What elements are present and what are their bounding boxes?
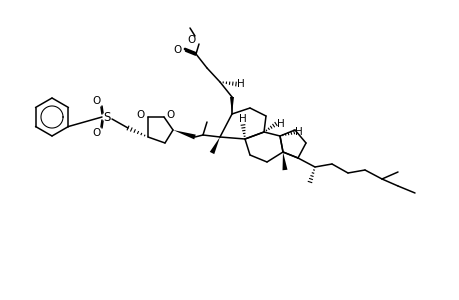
Polygon shape [282, 152, 287, 170]
Text: H: H [239, 114, 246, 124]
Text: O: O [187, 35, 196, 45]
Text: O: O [137, 110, 145, 120]
Text: O: O [174, 45, 182, 55]
Text: H: H [295, 127, 302, 137]
Polygon shape [230, 97, 234, 114]
Text: O: O [93, 96, 101, 106]
Text: H: H [236, 79, 244, 89]
Text: S: S [103, 110, 111, 124]
Text: O: O [167, 110, 175, 120]
Text: H: H [276, 119, 284, 129]
Polygon shape [209, 137, 219, 154]
Text: O: O [93, 128, 101, 138]
Polygon shape [173, 130, 196, 140]
